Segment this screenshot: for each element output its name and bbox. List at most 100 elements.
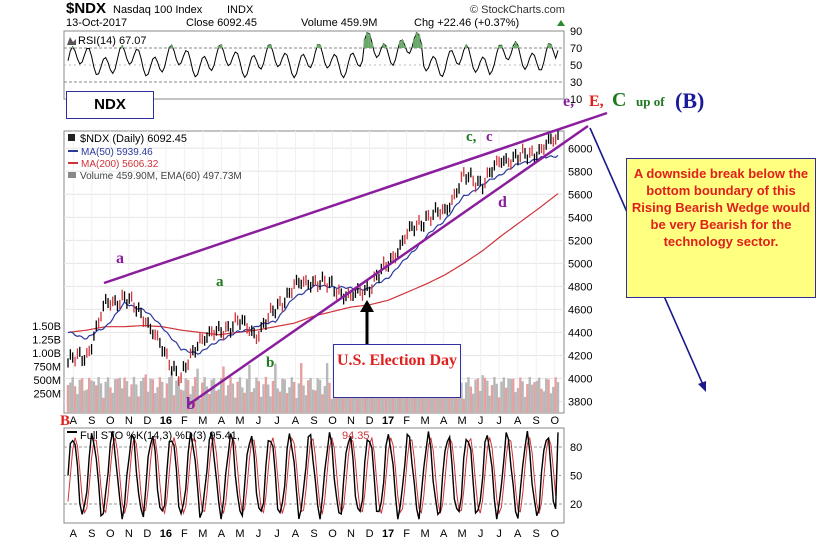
volume-bar bbox=[73, 386, 77, 413]
volume-bar bbox=[486, 380, 489, 413]
sto-d-value: 94.35 bbox=[342, 430, 370, 442]
price-tick-label: 4600 bbox=[568, 304, 592, 316]
volume-bar bbox=[453, 394, 456, 413]
month-label: S bbox=[88, 528, 95, 540]
volume-bar bbox=[259, 396, 263, 413]
volume-bar bbox=[208, 393, 211, 413]
volume-bar bbox=[363, 383, 367, 413]
volume-bar bbox=[245, 379, 249, 413]
wave-label-b-purple: b bbox=[186, 394, 195, 413]
month-label: F bbox=[403, 528, 410, 540]
volume-bar bbox=[78, 379, 81, 413]
month-label: M bbox=[421, 528, 430, 540]
volume-bar bbox=[467, 377, 470, 413]
volume-bar bbox=[125, 381, 129, 413]
volume-bar bbox=[257, 381, 261, 413]
volume-bar bbox=[252, 388, 256, 413]
volume-bar bbox=[504, 387, 508, 413]
volume-bar bbox=[547, 379, 550, 413]
rsi-line bbox=[67, 31, 559, 79]
volume-bar bbox=[210, 379, 213, 413]
volume-bar bbox=[163, 397, 166, 413]
volume-bar bbox=[347, 390, 350, 413]
volume-bar bbox=[545, 378, 548, 413]
month-label: O bbox=[106, 415, 115, 427]
sto-k-line bbox=[67, 430, 559, 520]
volume-tick-label: 1.00B bbox=[32, 348, 61, 360]
volume-bar bbox=[76, 394, 79, 413]
volume-bar bbox=[427, 398, 430, 413]
header-change: Chg +22.46 (+0.37%) bbox=[414, 17, 519, 29]
volume-bar bbox=[142, 377, 145, 413]
volume-bar bbox=[540, 388, 543, 413]
volume-bar bbox=[156, 387, 159, 413]
price-tick-label: 5800 bbox=[568, 166, 592, 178]
month-label: O bbox=[328, 528, 337, 540]
volume-bar bbox=[229, 377, 232, 413]
volume-bar bbox=[172, 395, 176, 413]
volume-bar bbox=[69, 382, 72, 413]
volume-bar bbox=[311, 389, 315, 413]
wave-label-B-red: B bbox=[60, 413, 70, 429]
volume-bar bbox=[153, 392, 157, 413]
month-label: D bbox=[143, 528, 151, 540]
month-label: D bbox=[143, 415, 151, 427]
month-label: J bbox=[496, 528, 502, 540]
price-tick-label: 5200 bbox=[568, 235, 592, 247]
volume-bar bbox=[552, 386, 555, 413]
month-label: M bbox=[198, 415, 207, 427]
volume-bar bbox=[182, 390, 185, 413]
volume-bar bbox=[328, 382, 331, 413]
month-label: M bbox=[235, 528, 244, 540]
month-label: J bbox=[274, 415, 280, 427]
volume-bar bbox=[111, 392, 114, 413]
price-legend-swatch bbox=[68, 134, 75, 141]
volume-bar bbox=[497, 397, 501, 413]
price-tick-label: 4800 bbox=[568, 281, 592, 293]
volume-bar bbox=[137, 396, 140, 413]
volume-bar bbox=[479, 390, 482, 413]
month-label: J bbox=[256, 415, 262, 427]
month-label: 17 bbox=[382, 415, 394, 427]
wedge-lower-line bbox=[187, 124, 589, 407]
month-label: A bbox=[440, 415, 448, 427]
price-tick-label: 4000 bbox=[568, 373, 592, 385]
volume-tick-label: 1.50B bbox=[32, 321, 61, 333]
month-label: S bbox=[533, 415, 540, 427]
volume-bar bbox=[219, 377, 223, 413]
sto-tick-label: 80 bbox=[570, 442, 582, 454]
volume-bar bbox=[549, 393, 553, 413]
volume-bar bbox=[474, 379, 477, 413]
volume-bar bbox=[507, 378, 510, 413]
month-label: A bbox=[70, 415, 78, 427]
volume-bar bbox=[116, 378, 119, 413]
price-tick-label: 5600 bbox=[568, 189, 592, 201]
volume-legend: Volume 459.90M, EMA(60) 497.73M bbox=[80, 171, 242, 182]
volume-bar bbox=[80, 378, 84, 413]
price-legend: $NDX (Daily) 6092.45 MA(50) 5939.46 MA(2… bbox=[68, 133, 242, 182]
brand-label: © StockCharts.com bbox=[470, 4, 565, 16]
volume-bar bbox=[224, 395, 228, 413]
volume-bar bbox=[356, 395, 359, 413]
price-tick-label: 6000 bbox=[568, 143, 592, 155]
volume-bar bbox=[274, 363, 277, 413]
volume-bar bbox=[90, 380, 93, 413]
month-label: O bbox=[550, 528, 559, 540]
volume-bar bbox=[149, 378, 152, 413]
volume-bar bbox=[264, 377, 268, 413]
month-label: A bbox=[514, 415, 522, 427]
volume-bar bbox=[194, 377, 197, 413]
volume-bar bbox=[262, 384, 265, 413]
month-label: J bbox=[478, 415, 484, 427]
volume-bar bbox=[384, 388, 388, 413]
volume-bar bbox=[318, 379, 322, 413]
volume-bar bbox=[460, 382, 463, 413]
volume-bar bbox=[222, 366, 225, 413]
volume-bar bbox=[469, 386, 473, 413]
volume-bar bbox=[398, 384, 402, 413]
ma50-line bbox=[67, 154, 559, 355]
bearish-wedge-note: A downside break below the bottom bounda… bbox=[626, 158, 816, 298]
volume-bar bbox=[490, 384, 494, 413]
month-label: A bbox=[292, 528, 300, 540]
month-label: J bbox=[256, 528, 262, 540]
